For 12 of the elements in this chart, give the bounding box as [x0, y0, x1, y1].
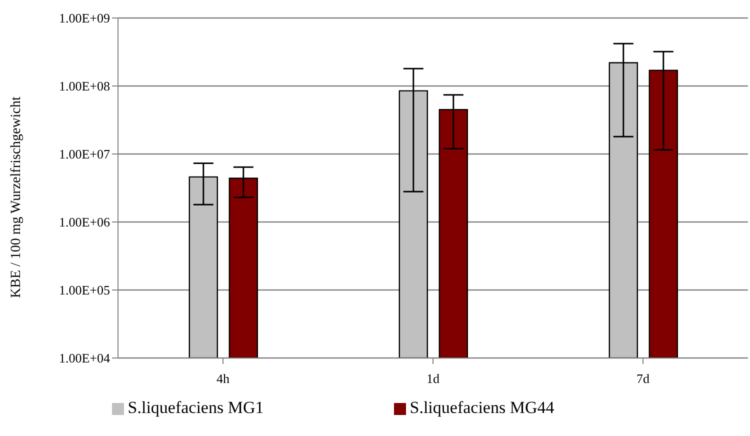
x-tick-label: 1d — [426, 371, 440, 386]
y-axis-title: KBE / 100 mg Wurzelfrischgewicht — [8, 96, 24, 298]
x-tick-label: 4h — [216, 371, 230, 386]
x-tick-label: 7d — [636, 371, 650, 386]
legend-label: S.liquefaciens MG1 — [128, 398, 264, 417]
y-tick-label: 1.00E+09 — [58, 10, 110, 26]
y-tick-label: 1.00E+07 — [58, 146, 110, 162]
y-tick-label: 1.00E+08 — [58, 78, 110, 94]
y-tick-label: 1.00E+06 — [58, 214, 110, 230]
y-tick-label: 1.00E+05 — [58, 282, 110, 298]
y-tick-label: 1.00E+04 — [58, 350, 110, 366]
legend-label: S.liquefaciens MG44 — [410, 398, 554, 417]
